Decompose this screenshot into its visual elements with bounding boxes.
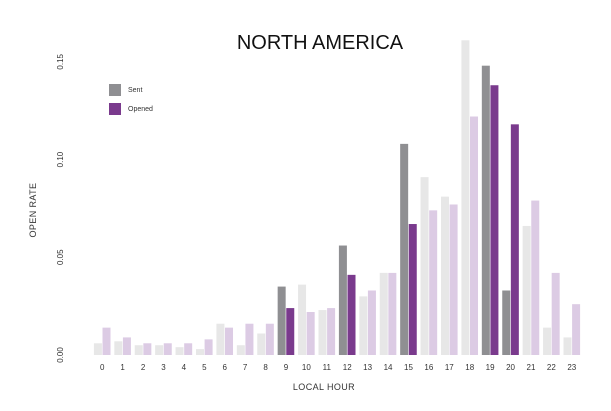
legend: Sent Opened (109, 84, 153, 115)
x-tick-label-15: 15 (404, 363, 413, 372)
sent-bar-hour-6 (216, 323, 225, 355)
opened-bar-hour-2 (143, 343, 152, 355)
opened-bar-hour-16 (429, 210, 438, 355)
x-tick-label-5: 5 (202, 363, 207, 372)
x-tick-label-19: 19 (486, 363, 495, 372)
x-tick-label-4: 4 (182, 363, 187, 372)
sent-bar-hour-9 (277, 286, 286, 355)
x-tick-label-6: 6 (222, 363, 227, 372)
opened-bar-hour-23 (572, 304, 581, 355)
opened-bar-hour-5 (204, 339, 213, 355)
sent-bar-hour-14 (379, 272, 388, 355)
x-tick-label-12: 12 (343, 363, 352, 372)
x-tick-label-17: 17 (445, 363, 454, 372)
y-tick-label-0-15: 0.15 (56, 53, 65, 69)
opened-bar-hour-15 (408, 224, 417, 355)
sent-bar-hour-19 (481, 65, 490, 355)
sent-bar-hour-23 (563, 337, 572, 355)
x-tick-label-7: 7 (243, 363, 248, 372)
x-tick-label-23: 23 (567, 363, 576, 372)
sent-bar-hour-2 (134, 345, 143, 355)
x-tick-label-10: 10 (302, 363, 311, 372)
sent-bar-hour-15 (400, 143, 409, 355)
opened-bar-hour-0 (102, 327, 111, 355)
x-tick-label-20: 20 (506, 363, 515, 372)
opened-bar-hour-8 (265, 323, 274, 355)
opened-bar-hour-12 (347, 274, 356, 355)
opened-bar-hour-22 (551, 272, 560, 355)
y-tick-label-0-00: 0.00 (56, 347, 65, 363)
opened-bar-hour-11 (327, 308, 336, 355)
sent-bar-hour-5 (195, 349, 204, 355)
opened-bar-hour-13 (367, 290, 376, 355)
opened-bar-hour-3 (163, 343, 172, 355)
legend-swatch-opened (109, 103, 121, 115)
x-tick-label-11: 11 (323, 363, 332, 372)
sent-bar-hour-3 (155, 345, 164, 355)
opened-bar-hour-21 (531, 200, 540, 355)
sent-bar-hour-12 (338, 245, 347, 355)
chart-title: NORTH AMERICA (237, 32, 404, 54)
x-tick-label-9: 9 (284, 363, 289, 372)
opened-bar-hour-7 (245, 323, 254, 355)
sent-bar-hour-20 (502, 290, 511, 355)
x-axis-ticks: 0 1 2 3 4 5 6 7 8 9 10 11 12 13 14 15 16 17 18 19 20 21 22 23 (100, 363, 577, 372)
legend-swatch-sent (109, 84, 121, 96)
opened-bar-hour-14 (388, 272, 397, 355)
sent-bar-hour-0 (93, 343, 102, 355)
sent-bar-hour-18 (461, 40, 470, 356)
x-tick-label-18: 18 (465, 363, 474, 372)
y-tick-label-0-05: 0.05 (56, 249, 65, 265)
sent-bar-hour-22 (543, 327, 552, 355)
x-axis-label: LOCAL HOUR (293, 382, 355, 392)
opened-bar-hour-19 (490, 85, 499, 355)
opened-bar-hour-10 (306, 311, 315, 355)
x-tick-label-2: 2 (141, 363, 146, 372)
legend-label-opened: Opened (128, 106, 153, 113)
sent-bar-hour-10 (298, 284, 307, 355)
opened-bar-hour-18 (470, 116, 479, 355)
sent-bar-hour-21 (522, 225, 531, 355)
x-tick-label-3: 3 (161, 363, 166, 372)
x-tick-label-13: 13 (363, 363, 372, 372)
sent-bar-hour-11 (318, 310, 327, 355)
x-tick-label-8: 8 (263, 363, 268, 372)
opened-bar-hour-1 (122, 337, 131, 355)
bars-group (93, 40, 581, 356)
opened-bar-hour-6 (225, 327, 234, 355)
legend-label-sent: Sent (128, 87, 142, 94)
x-tick-label-0: 0 (100, 363, 105, 372)
sent-bar-hour-13 (359, 296, 368, 355)
sent-bar-hour-1 (114, 341, 123, 355)
x-tick-label-14: 14 (384, 363, 393, 372)
x-tick-label-1: 1 (120, 363, 125, 372)
opened-bar-hour-4 (184, 343, 193, 355)
x-tick-label-22: 22 (547, 363, 556, 372)
x-tick-label-16: 16 (424, 363, 433, 372)
opened-bar-hour-17 (449, 204, 458, 355)
y-tick-label-0-10: 0.10 (56, 151, 65, 167)
x-tick-label-21: 21 (527, 363, 536, 372)
y-axis-label: OPEN RATE (28, 183, 38, 238)
sent-bar-hour-7 (236, 345, 245, 355)
opened-bar-hour-9 (286, 308, 295, 355)
sent-bar-hour-17 (440, 196, 449, 355)
opened-bar-hour-20 (510, 124, 519, 355)
sent-bar-hour-4 (175, 347, 184, 355)
sent-bar-hour-16 (420, 177, 429, 355)
sent-bar-hour-8 (257, 333, 266, 355)
y-axis-ticks: 0.00 0.05 0.10 0.15 (56, 53, 65, 362)
